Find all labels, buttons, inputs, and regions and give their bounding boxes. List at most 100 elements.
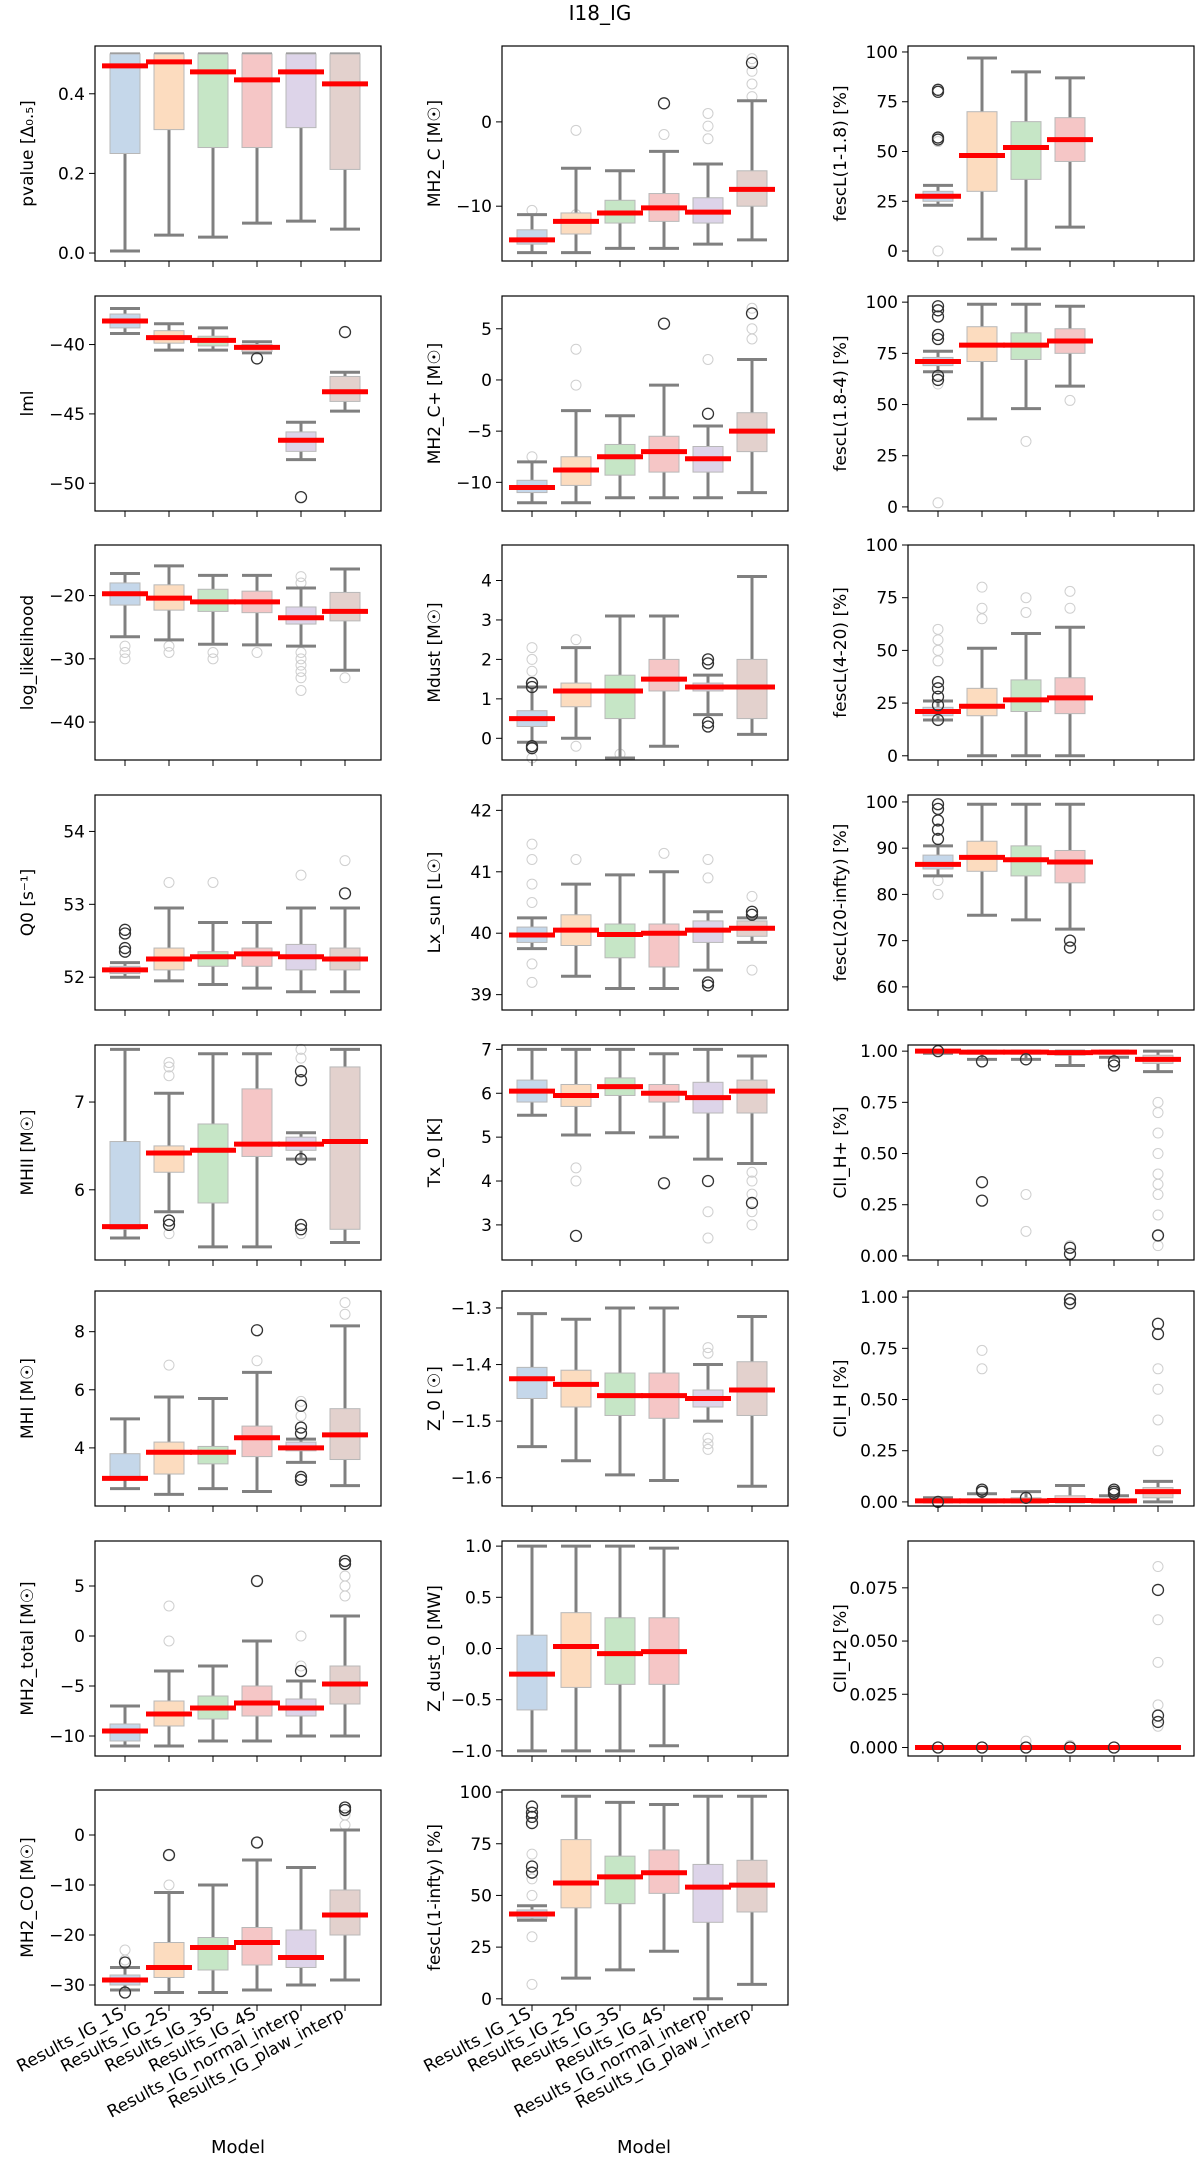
y-tick-label: 50: [470, 1886, 492, 1906]
y-tick-label: 0.4: [58, 85, 85, 105]
y-tick-label: −1.4: [451, 1356, 492, 1376]
outlier: [931, 832, 945, 846]
outlier-faint: [1152, 1148, 1164, 1160]
box-3: [241, 1425, 273, 1458]
outlier: [569, 1229, 583, 1243]
y-axis-label: CII_H [%]: [831, 1359, 851, 1437]
outlier: [118, 941, 132, 955]
outlier-faint: [746, 1206, 758, 1218]
outlier-faint: [526, 897, 538, 908]
box-4: [692, 1863, 724, 1923]
y-axis-label: fescL(1.8-4) [%]: [831, 335, 851, 471]
y-tick-label: −1.6: [451, 1469, 492, 1489]
outlier: [931, 300, 945, 313]
outlier-faint: [570, 854, 582, 865]
y-tick-label: 39: [470, 986, 492, 1006]
outlier-faint: [1020, 1188, 1032, 1200]
outlier-faint: [570, 379, 582, 391]
subplot-6-0: −10 −5 0 5 MH2_total [M☉]: [18, 1540, 382, 1762]
axes-frame: [501, 1044, 789, 1261]
outlier-faint: [526, 1873, 538, 1885]
outlier-faint: [526, 1848, 538, 1860]
outlier: [250, 1836, 264, 1849]
y-tick-label: −1.0: [451, 1742, 492, 1762]
box-2: [604, 1855, 636, 1905]
y-tick-label: 100: [866, 793, 898, 813]
box-1: [153, 1942, 185, 1978]
outlier: [701, 653, 715, 666]
y-tick-label: 40: [470, 924, 492, 944]
outlier-faint: [163, 640, 175, 652]
outlier-faint: [1152, 1188, 1164, 1200]
outlier: [525, 1800, 539, 1813]
outlier-faint: [119, 647, 131, 658]
outlier-faint: [702, 1206, 714, 1218]
subplot-2-0: −40 −30 −20 log_likelihood: [18, 544, 382, 766]
y-axis-label: Lx_sun [L☉]: [425, 852, 445, 954]
y-tick-label: 7: [74, 1093, 85, 1113]
outlier-faint: [932, 644, 944, 656]
outlier: [1107, 1741, 1121, 1754]
y-axis-label: MH2_total [M☉]: [18, 1581, 38, 1715]
outlier-faint: [1152, 1107, 1164, 1119]
outlier-faint: [295, 672, 307, 684]
outlier: [745, 307, 759, 320]
y-tick-label: 90: [876, 839, 898, 859]
y-tick-label: 0.75: [860, 1339, 898, 1359]
box-3: [648, 435, 680, 473]
outlier: [118, 1986, 132, 1999]
outlier-faint: [339, 1590, 351, 1602]
outlier-faint: [119, 653, 131, 665]
axes-frame: [907, 1044, 1195, 1261]
x-axis-label-col-1: Model: [617, 2137, 671, 2158]
y-tick-label: 0: [481, 729, 492, 749]
outlier: [294, 1470, 308, 1484]
figure-title: I18_IG: [569, 1, 632, 25]
outlier: [1107, 1059, 1121, 1072]
subplot-6-1: −1.0 −0.5 0.0 0.5 1.0 Z_dust_0 [MW]: [425, 1537, 789, 1762]
outlier-faint: [295, 571, 307, 583]
outlier-faint: [1152, 1209, 1164, 1221]
x-axis-label-col-0: Model: [211, 2137, 265, 2158]
outlier-faint: [295, 665, 307, 677]
box-2: [1010, 679, 1042, 713]
box-5: [329, 1066, 361, 1230]
outlier-faint: [295, 647, 307, 658]
y-tick-label: 0.50: [860, 1145, 898, 1165]
box-0: [109, 53, 141, 155]
y-axis-label: fescL(4-20) [%]: [831, 587, 851, 718]
y-tick-label: 0: [887, 498, 898, 518]
outlier: [1151, 1709, 1165, 1722]
outlier-faint: [658, 129, 670, 141]
subplot-2-1: 0 1 2 3 4 Mdust [M☉]: [425, 544, 789, 766]
y-axis-label: pvalue [Δ₀.₅]: [18, 100, 38, 207]
box-2: [604, 443, 636, 476]
outlier: [1151, 1327, 1165, 1341]
y-tick-label: 6: [481, 1084, 492, 1104]
y-tick-label: 0.5: [465, 1588, 492, 1608]
outlier-faint: [746, 964, 758, 976]
outlier: [294, 1427, 308, 1440]
axes-frame: [94, 544, 382, 761]
axes-frame: [501, 1789, 789, 2006]
outlier-faint: [570, 1175, 582, 1187]
outlier: [338, 887, 352, 900]
subplot-4-2: 0.00 0.25 0.50 0.75 1.00 CII_H+ [%]: [831, 1042, 1195, 1267]
outlier-faint: [746, 1219, 758, 1231]
box-3: [241, 1927, 273, 1966]
y-tick-label: −5: [60, 1677, 85, 1697]
outlier-faint: [932, 634, 944, 646]
y-tick-label: −1.3: [451, 1299, 492, 1319]
box-2: [197, 1937, 229, 1971]
subplot-5-2: 0.00 0.25 0.50 0.75 1.00 CII_H [%]: [831, 1288, 1195, 1513]
box-3: [241, 947, 273, 967]
y-tick-label: −30: [49, 650, 85, 670]
axes-frame: [94, 295, 382, 512]
outlier: [931, 1741, 945, 1754]
box-2: [1010, 121, 1042, 180]
box-1: [966, 687, 998, 717]
outlier: [931, 798, 945, 811]
y-tick-label: 75: [876, 344, 898, 364]
outlier-faint: [163, 1061, 175, 1073]
